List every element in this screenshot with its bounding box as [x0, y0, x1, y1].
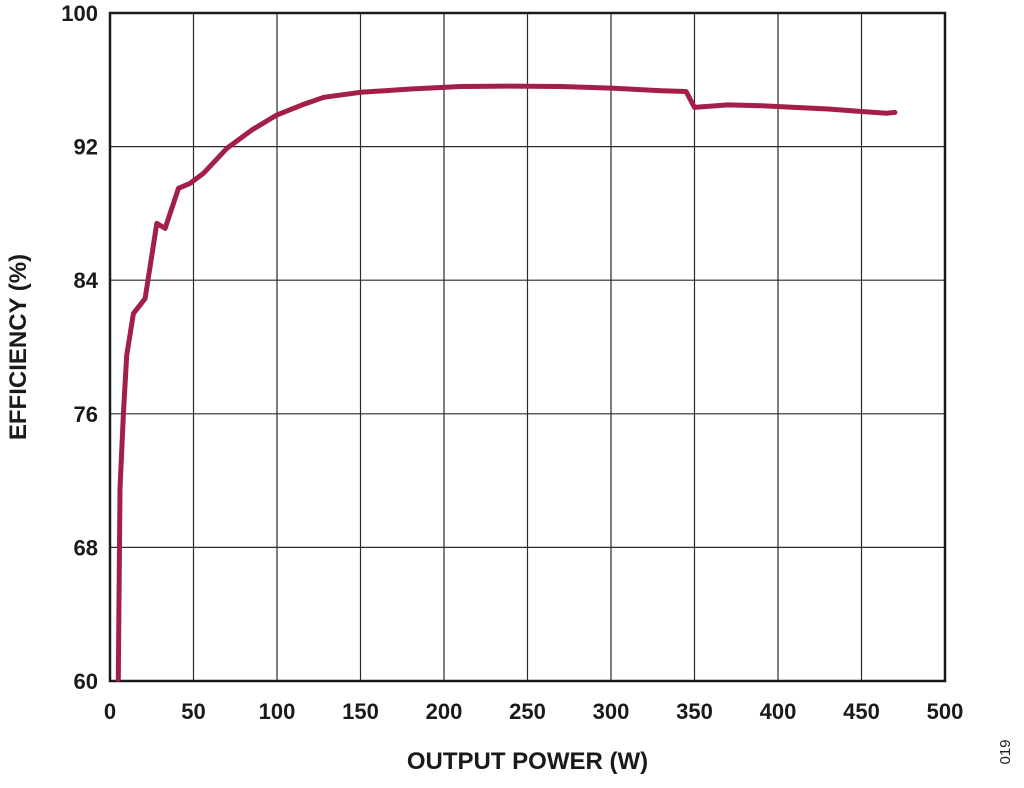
x-tick-label: 500 — [927, 699, 964, 724]
y-axis-title: EFFICIENCY (%) — [5, 254, 32, 440]
x-tick-label: 350 — [676, 699, 713, 724]
x-tick-label: 400 — [760, 699, 797, 724]
plot-area-frame — [108, 11, 947, 683]
y-tick-label: 92 — [74, 135, 98, 160]
x-axis-title: OUTPUT POWER (W) — [407, 748, 648, 775]
x-tick-label: 450 — [843, 699, 880, 724]
x-tick-label: 150 — [342, 699, 379, 724]
y-axis-tick-labels: 60 68 76 84 92 100 — [61, 1, 98, 694]
grid-lines — [109, 12, 946, 682]
y-tick-label: 68 — [74, 535, 98, 560]
y-tick-label: 100 — [61, 1, 98, 26]
x-axis-tick-labels: 0 50 100 150 200 250 300 350 400 450 500 — [104, 699, 963, 724]
figure-number: 019 — [997, 739, 1014, 764]
x-tick-label: 300 — [593, 699, 630, 724]
x-tick-label: 50 — [181, 699, 205, 724]
y-tick-label: 84 — [74, 268, 99, 293]
x-tick-label: 100 — [259, 699, 296, 724]
y-tick-label: 60 — [74, 669, 98, 694]
y-tick-label: 76 — [74, 402, 98, 427]
x-tick-label: 0 — [104, 699, 116, 724]
efficiency-series-line — [115, 83, 898, 682]
x-tick-label: 200 — [426, 699, 463, 724]
series-layer — [115, 83, 898, 682]
x-tick-label: 250 — [509, 699, 546, 724]
